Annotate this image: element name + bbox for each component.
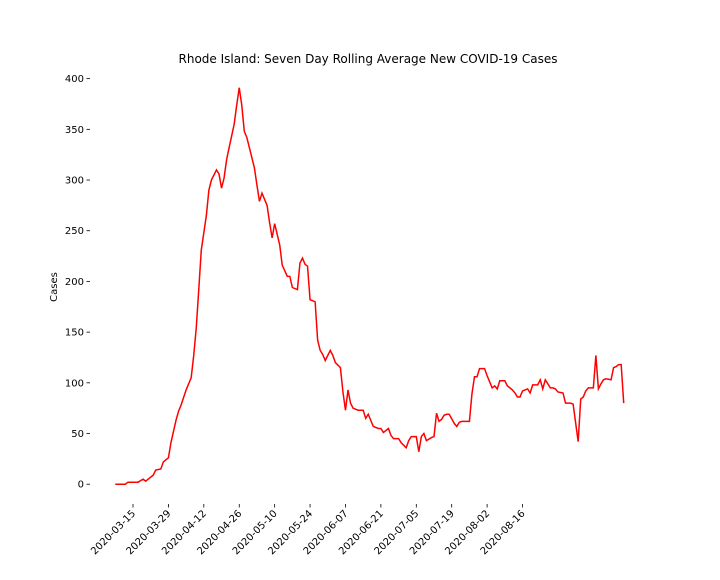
y-tick-label: 350	[65, 125, 84, 136]
y-tick-label: 150	[65, 328, 84, 339]
y-tick-label: 200	[65, 277, 84, 288]
y-tick-label: 0	[78, 480, 84, 491]
y-tick-label: 100	[65, 378, 84, 389]
y-tick-label: 50	[71, 429, 84, 440]
y-axis-label: Cases	[49, 272, 60, 302]
y-tick-label: 400	[65, 74, 84, 85]
y-tick-label: 250	[65, 226, 84, 237]
data-line	[115, 87, 625, 485]
y-tick-label: 300	[65, 176, 84, 187]
chart-title: Rhode Island: Seven Day Rolling Average …	[179, 52, 558, 66]
